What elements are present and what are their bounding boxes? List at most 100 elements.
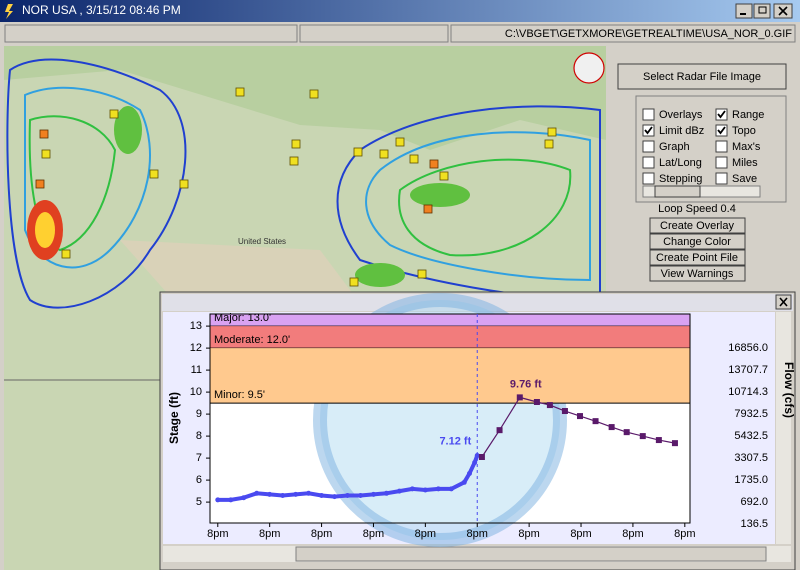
checkbox-label: Stepping: [659, 173, 702, 185]
flood-band: [210, 348, 690, 404]
y-tick-label: 9: [196, 408, 202, 420]
observed-point: [332, 494, 338, 500]
y2-tick-label: 1735.0: [734, 474, 768, 486]
flood-label: Major: 13.0': [214, 312, 271, 324]
y-tick-label: 13: [190, 320, 202, 332]
observed-point: [472, 460, 478, 465]
observed-point: [422, 487, 428, 493]
checkbox[interactable]: Overlays: [642, 108, 703, 121]
loop-speed-label: Loop Speed 0.4: [658, 203, 736, 215]
app-icon: [5, 4, 13, 19]
checkbox-label: Miles: [732, 157, 758, 169]
y-tick-label: 6: [196, 474, 202, 486]
annotation: 9.76 ft: [510, 378, 542, 390]
observed-point: [254, 490, 260, 496]
checkbox-box: [715, 172, 728, 185]
map-label: United States: [238, 237, 286, 246]
annotation: 7.12 ft: [439, 435, 471, 447]
checkmark: [644, 126, 653, 135]
observed-point: [280, 493, 286, 498]
checkbox-box: [715, 156, 728, 169]
y-tick-label: 11: [191, 364, 202, 376]
x-tick-label: 8pm: [415, 528, 436, 540]
y2-tick-label: 5432.5: [734, 430, 768, 442]
forecast-point: [546, 402, 553, 409]
observed-point: [474, 452, 480, 458]
y2-tick-label: 13707.7: [728, 364, 768, 376]
x-tick-label: 8pm: [674, 528, 695, 540]
x-tick-label: 8pm: [518, 528, 539, 540]
x-tick-label: 8pm: [259, 528, 280, 540]
checkmark: [717, 126, 726, 135]
flood-label: Moderate: 12.0': [214, 334, 290, 346]
forecast-point: [592, 418, 599, 425]
observed-point: [383, 490, 389, 496]
checkbox-label: Max's: [732, 141, 761, 153]
observed-point: [461, 479, 467, 485]
checkbox-label: Graph: [659, 141, 690, 153]
panel-button[interactable]: Create Overlay: [649, 217, 746, 234]
plot-border: [209, 313, 691, 524]
observed-point: [435, 486, 441, 492]
y2-tick-label: 692.0: [740, 496, 768, 508]
x-tick-label: 8pm: [467, 528, 488, 540]
y2-tick-label: 7932.5: [734, 408, 768, 420]
checkbox[interactable]: Limit dBz: [642, 124, 704, 137]
status-bar: [4, 24, 796, 43]
file-path: C:\VBGET\GETXMORE\GETREALTIME\USA_NOR_0.…: [505, 28, 792, 40]
select-radar-button[interactable]: Select Radar File Image: [617, 63, 787, 90]
observed-point: [293, 491, 299, 497]
checkbox-box: [642, 108, 655, 121]
observed-point: [357, 493, 363, 498]
observed-point: [241, 495, 247, 501]
forecast-point: [533, 399, 540, 405]
panel-button[interactable]: View Warnings: [649, 265, 746, 282]
checkbox[interactable]: Save: [715, 172, 757, 185]
options-group: [635, 95, 787, 203]
forecast-point: [639, 433, 646, 440]
y2-tick-label: 10714.3: [728, 386, 768, 398]
checkbox-label: Overlays: [659, 109, 703, 121]
y-tick-label: 8: [196, 430, 202, 442]
checkbox[interactable]: Graph: [642, 140, 690, 153]
popup-close-button[interactable]: [775, 294, 792, 310]
maximize-button[interactable]: [753, 3, 771, 19]
checkbox[interactable]: Max's: [715, 140, 761, 153]
y-tick-label: 12: [190, 342, 202, 354]
checkbox-box: [642, 156, 655, 169]
panel-button[interactable]: Change Color: [649, 233, 746, 250]
checkbox[interactable]: Range: [715, 108, 764, 121]
observed-point: [448, 486, 454, 492]
checkbox-label: Topo: [732, 125, 756, 137]
minimize-button[interactable]: [735, 3, 753, 19]
forecast-point: [576, 413, 583, 420]
close-button[interactable]: [773, 3, 793, 19]
button-face: [649, 217, 746, 234]
y-tick-label: 5: [196, 496, 202, 508]
observed-point: [319, 493, 325, 498]
observed-point: [466, 471, 472, 476]
panel-button[interactable]: Create Point File: [649, 249, 746, 266]
forecast-point: [671, 440, 678, 447]
forecast-point: [655, 437, 662, 444]
y2-tick-label: 3307.5: [734, 452, 768, 464]
checkbox[interactable]: Miles: [715, 156, 758, 169]
button-label: Change Color: [663, 236, 731, 248]
x-tick-label: 8pm: [622, 528, 643, 540]
title-bar: [0, 0, 800, 22]
x-tick-label: 8pm: [311, 528, 332, 540]
checkbox[interactable]: Lat/Long: [642, 156, 702, 169]
checkbox[interactable]: Stepping: [642, 172, 702, 185]
loop-speed-slider[interactable]: [642, 185, 761, 198]
window-title: NOR USA , 3/15/12 08:46 PM: [22, 3, 181, 17]
checkbox-box: [642, 140, 655, 153]
button-face: [649, 233, 746, 250]
y-tick-label: 7: [196, 452, 202, 464]
button-label: Create Point File: [656, 252, 738, 264]
checkbox-label: Limit dBz: [659, 125, 704, 137]
checkbox-box: [642, 172, 655, 185]
checkbox[interactable]: Topo: [715, 124, 756, 137]
checkbox-label: Save: [732, 173, 757, 185]
button-label: Create Overlay: [660, 220, 734, 232]
